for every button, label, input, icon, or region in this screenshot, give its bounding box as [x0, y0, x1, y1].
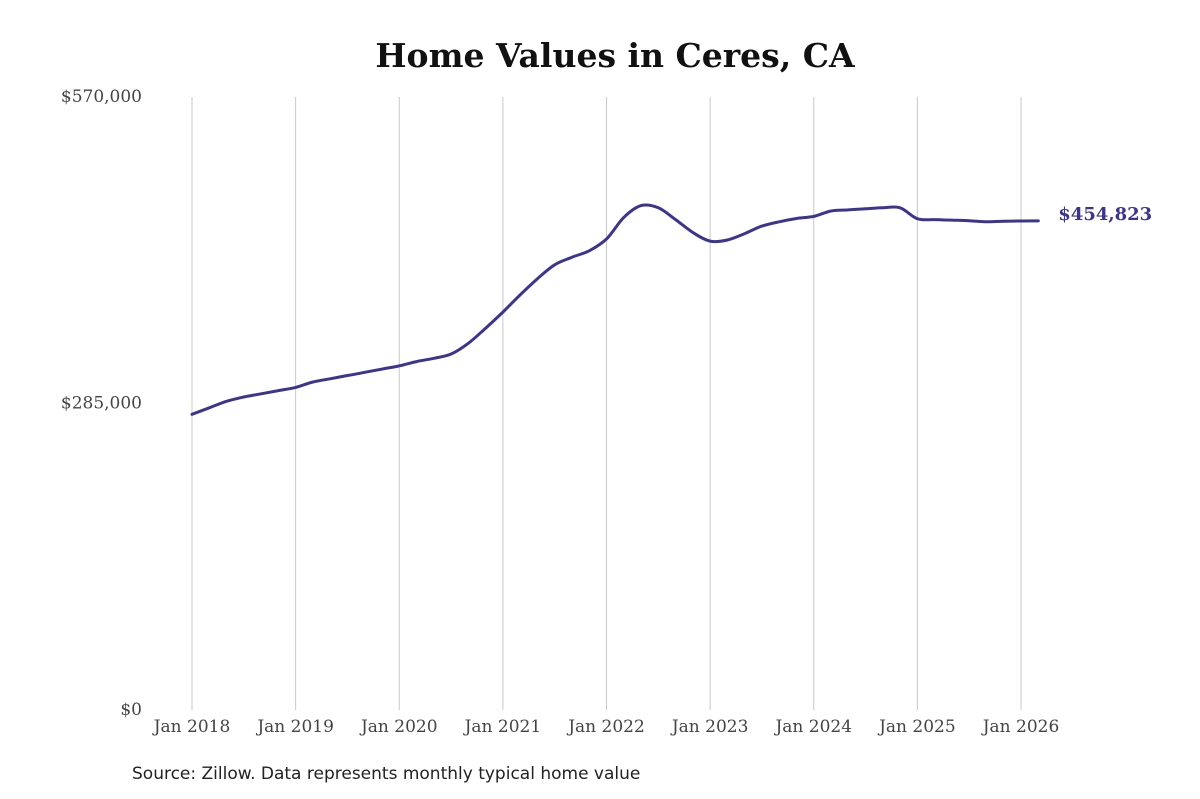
x-axis: Jan 2018 Jan 2019 Jan 2020 Jan 2021 Jan 2022…: [152, 717, 1060, 737]
end-value-label: $454,823: [1058, 204, 1152, 225]
series-group: [190, 203, 1040, 416]
x-tick-label: Jan 2019: [255, 717, 334, 737]
y-tick-label: $570,000: [61, 87, 142, 107]
x-tick-label: Jan 2020: [359, 717, 438, 737]
gridlines: [191, 97, 1022, 710]
y-tick-label: $0: [120, 700, 142, 720]
y-axis: $0 $285,000 $570,000: [61, 87, 142, 720]
x-tick-label: Jan 2025: [877, 717, 956, 737]
x-tick-label: Jan 2023: [670, 717, 749, 737]
x-tick-label: Jan 2022: [566, 717, 645, 737]
x-tick-label: Jan 2026: [981, 717, 1060, 737]
series-line: [190, 203, 1040, 416]
x-tick-label: Jan 2024: [773, 717, 852, 737]
chart-title: Home Values in Ceres, CA: [375, 36, 855, 75]
y-tick-label: $285,000: [61, 394, 142, 414]
source-note: Source: Zillow. Data represents monthly …: [132, 764, 641, 784]
x-tick-label: Jan 2021: [463, 717, 542, 737]
annotations: $454,823: [1058, 204, 1152, 225]
x-tick-label: Jan 2018: [152, 717, 231, 737]
